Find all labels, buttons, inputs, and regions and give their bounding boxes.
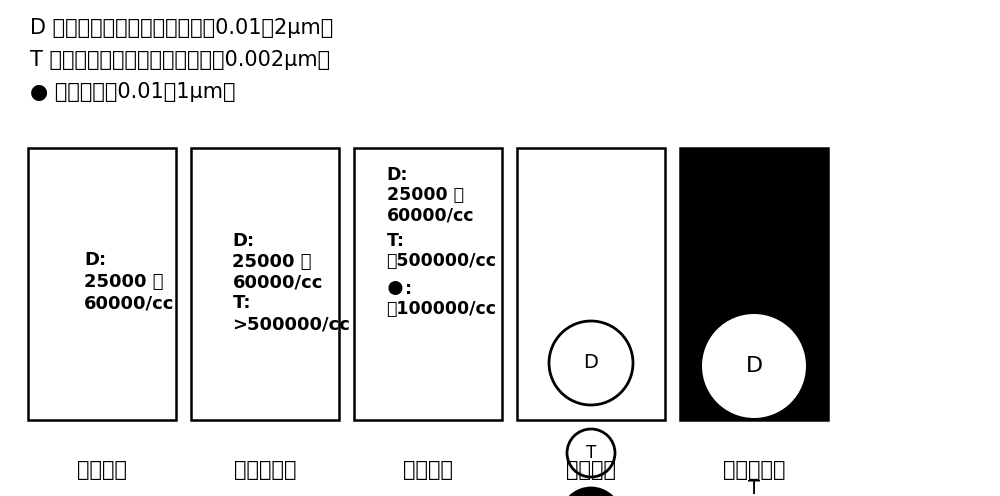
Text: 正常阶段: 正常阶段 xyxy=(77,460,127,480)
Text: 燃烧阶段: 燃烧阶段 xyxy=(566,460,616,480)
Text: D:: D: xyxy=(84,251,106,269)
Ellipse shape xyxy=(561,488,621,496)
Bar xyxy=(680,148,828,420)
Text: 25000 ～: 25000 ～ xyxy=(84,273,164,291)
Text: D:: D: xyxy=(232,232,255,249)
Text: ～500000/cc: ～500000/cc xyxy=(387,252,497,270)
Text: 火蔓延阶段: 火蔓延阶段 xyxy=(723,460,785,480)
Text: 25000 ～: 25000 ～ xyxy=(232,252,312,270)
Text: T: T xyxy=(748,479,760,496)
Bar xyxy=(191,148,339,420)
Text: D:: D: xyxy=(387,166,408,184)
Text: 着火阶段: 着火阶段 xyxy=(403,460,453,480)
Text: T:: T: xyxy=(387,232,405,250)
Text: T:: T: xyxy=(232,295,251,312)
Text: 60000/cc: 60000/cc xyxy=(387,206,474,224)
Text: ～100000/cc: ～100000/cc xyxy=(387,300,497,318)
Text: D ：空气中悬浮粒子（灰尘）（0.01～2μm）: D ：空气中悬浮粒子（灰尘）（0.01～2μm） xyxy=(30,18,333,38)
Text: 25000 ～: 25000 ～ xyxy=(387,186,464,204)
Text: 60000/cc: 60000/cc xyxy=(84,295,175,313)
Text: T: T xyxy=(586,444,596,462)
Text: T ：热分解释放的次微米粒子（～0.002μm）: T ：热分解释放的次微米粒子（～0.002μm） xyxy=(30,50,330,70)
Bar xyxy=(354,148,502,420)
Ellipse shape xyxy=(567,429,615,477)
Text: ● ：烟粒子（0.01～1μm）: ● ：烟粒子（0.01～1μm） xyxy=(30,82,236,102)
Bar xyxy=(517,148,665,420)
Text: D: D xyxy=(745,356,763,376)
Text: 热分解阶段: 热分解阶段 xyxy=(234,460,296,480)
Ellipse shape xyxy=(718,452,790,496)
Bar xyxy=(28,148,176,420)
Ellipse shape xyxy=(388,281,402,295)
Text: :: : xyxy=(405,280,413,298)
Ellipse shape xyxy=(549,321,633,405)
Text: D: D xyxy=(584,354,598,372)
Text: >500000/cc: >500000/cc xyxy=(232,315,350,333)
Ellipse shape xyxy=(702,314,806,418)
Text: 60000/cc: 60000/cc xyxy=(232,273,323,292)
